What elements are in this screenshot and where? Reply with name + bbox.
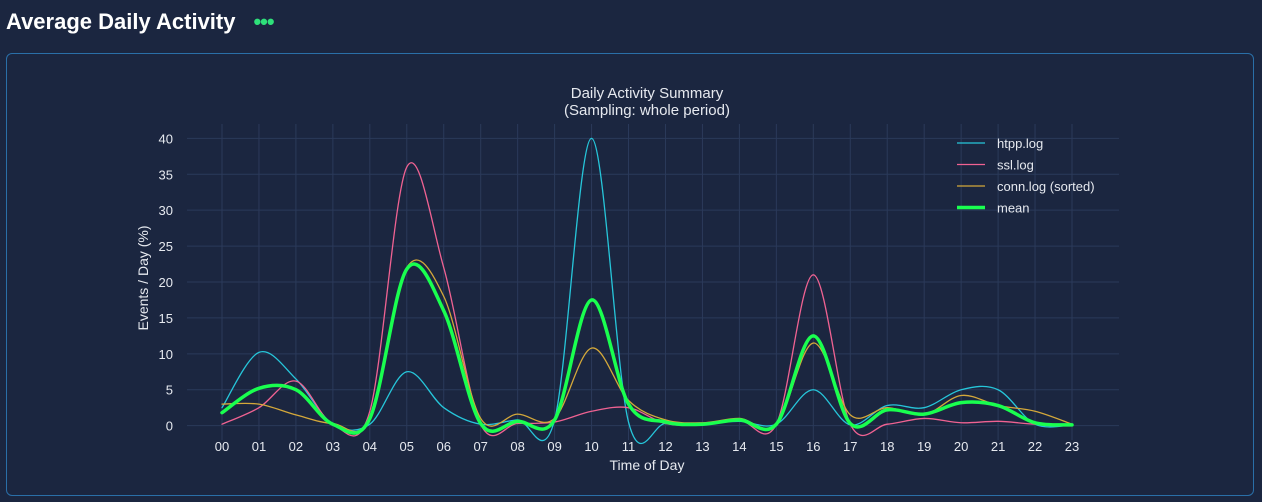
legend: htpp.log ssl.log conn.log (sorted) mean	[957, 136, 1095, 216]
y-tick-label: 30	[159, 203, 173, 218]
y-tick-label: 20	[159, 275, 173, 290]
x-tick-label: 14	[732, 439, 746, 454]
x-tick-label: 02	[289, 439, 303, 454]
y-tick-label: 25	[159, 239, 173, 254]
y-tick-label: 40	[159, 131, 173, 146]
x-tick-label: 04	[363, 439, 377, 454]
x-tick-label: 20	[954, 439, 968, 454]
x-tick-label: 17	[843, 439, 857, 454]
x-tick-label: 09	[547, 439, 561, 454]
y-tick-label: 5	[166, 383, 173, 398]
x-tick-label: 12	[658, 439, 672, 454]
x-tick-label: 03	[326, 439, 340, 454]
grid	[187, 124, 1119, 440]
page-title: Average Daily Activity	[6, 9, 236, 34]
x-tick-label: 10	[584, 439, 598, 454]
legend-label-htpp-log: htpp.log	[997, 136, 1043, 151]
header: Average Daily Activity •••	[6, 6, 275, 38]
activity-chart: Daily Activity Summary (Sampling: whole …	[135, 85, 1119, 473]
x-tick-label: 15	[769, 439, 783, 454]
ellipsis-icon[interactable]: •••	[253, 9, 274, 34]
x-tick-label: 11	[622, 439, 636, 454]
series-lines	[220, 137, 1074, 445]
y-tick-label: 15	[159, 311, 173, 326]
y-tick-label: 0	[166, 419, 173, 434]
series-line-mean	[220, 262, 1074, 435]
x-tick-label: 22	[1028, 439, 1042, 454]
chart-subtitle: (Sampling: whole period)	[564, 102, 730, 119]
x-tick-label: 06	[437, 439, 451, 454]
y-tick-label: 10	[159, 347, 173, 362]
chart-title: Daily Activity Summary	[571, 85, 724, 102]
x-tick-label: 19	[917, 439, 931, 454]
x-tick-label: 16	[806, 439, 820, 454]
x-tick-label: 01	[252, 439, 266, 454]
series-line-htpp-log	[221, 137, 1073, 445]
x-tick-label: 07	[473, 439, 487, 454]
series-line-ssl-log	[221, 162, 1073, 437]
x-axis-label: Time of Day	[610, 457, 685, 473]
x-tick-label: 05	[400, 439, 414, 454]
y-axis-label: Events / Day (%)	[135, 225, 151, 330]
x-tick-label: 08	[510, 439, 524, 454]
x-tick-label: 18	[880, 439, 894, 454]
x-tick-label: 23	[1065, 439, 1079, 454]
y-tick-label: 35	[159, 167, 173, 182]
x-tick-label: 21	[991, 439, 1005, 454]
legend-label-ssl-log: ssl.log	[997, 158, 1034, 173]
x-tick-label: 13	[695, 439, 709, 454]
x-tick-label: 00	[215, 439, 229, 454]
legend-label-mean: mean	[997, 201, 1030, 216]
chart-panel: Daily Activity Summary (Sampling: whole …	[6, 53, 1254, 496]
legend-label-conn-log-sorted: conn.log (sorted)	[997, 179, 1095, 194]
